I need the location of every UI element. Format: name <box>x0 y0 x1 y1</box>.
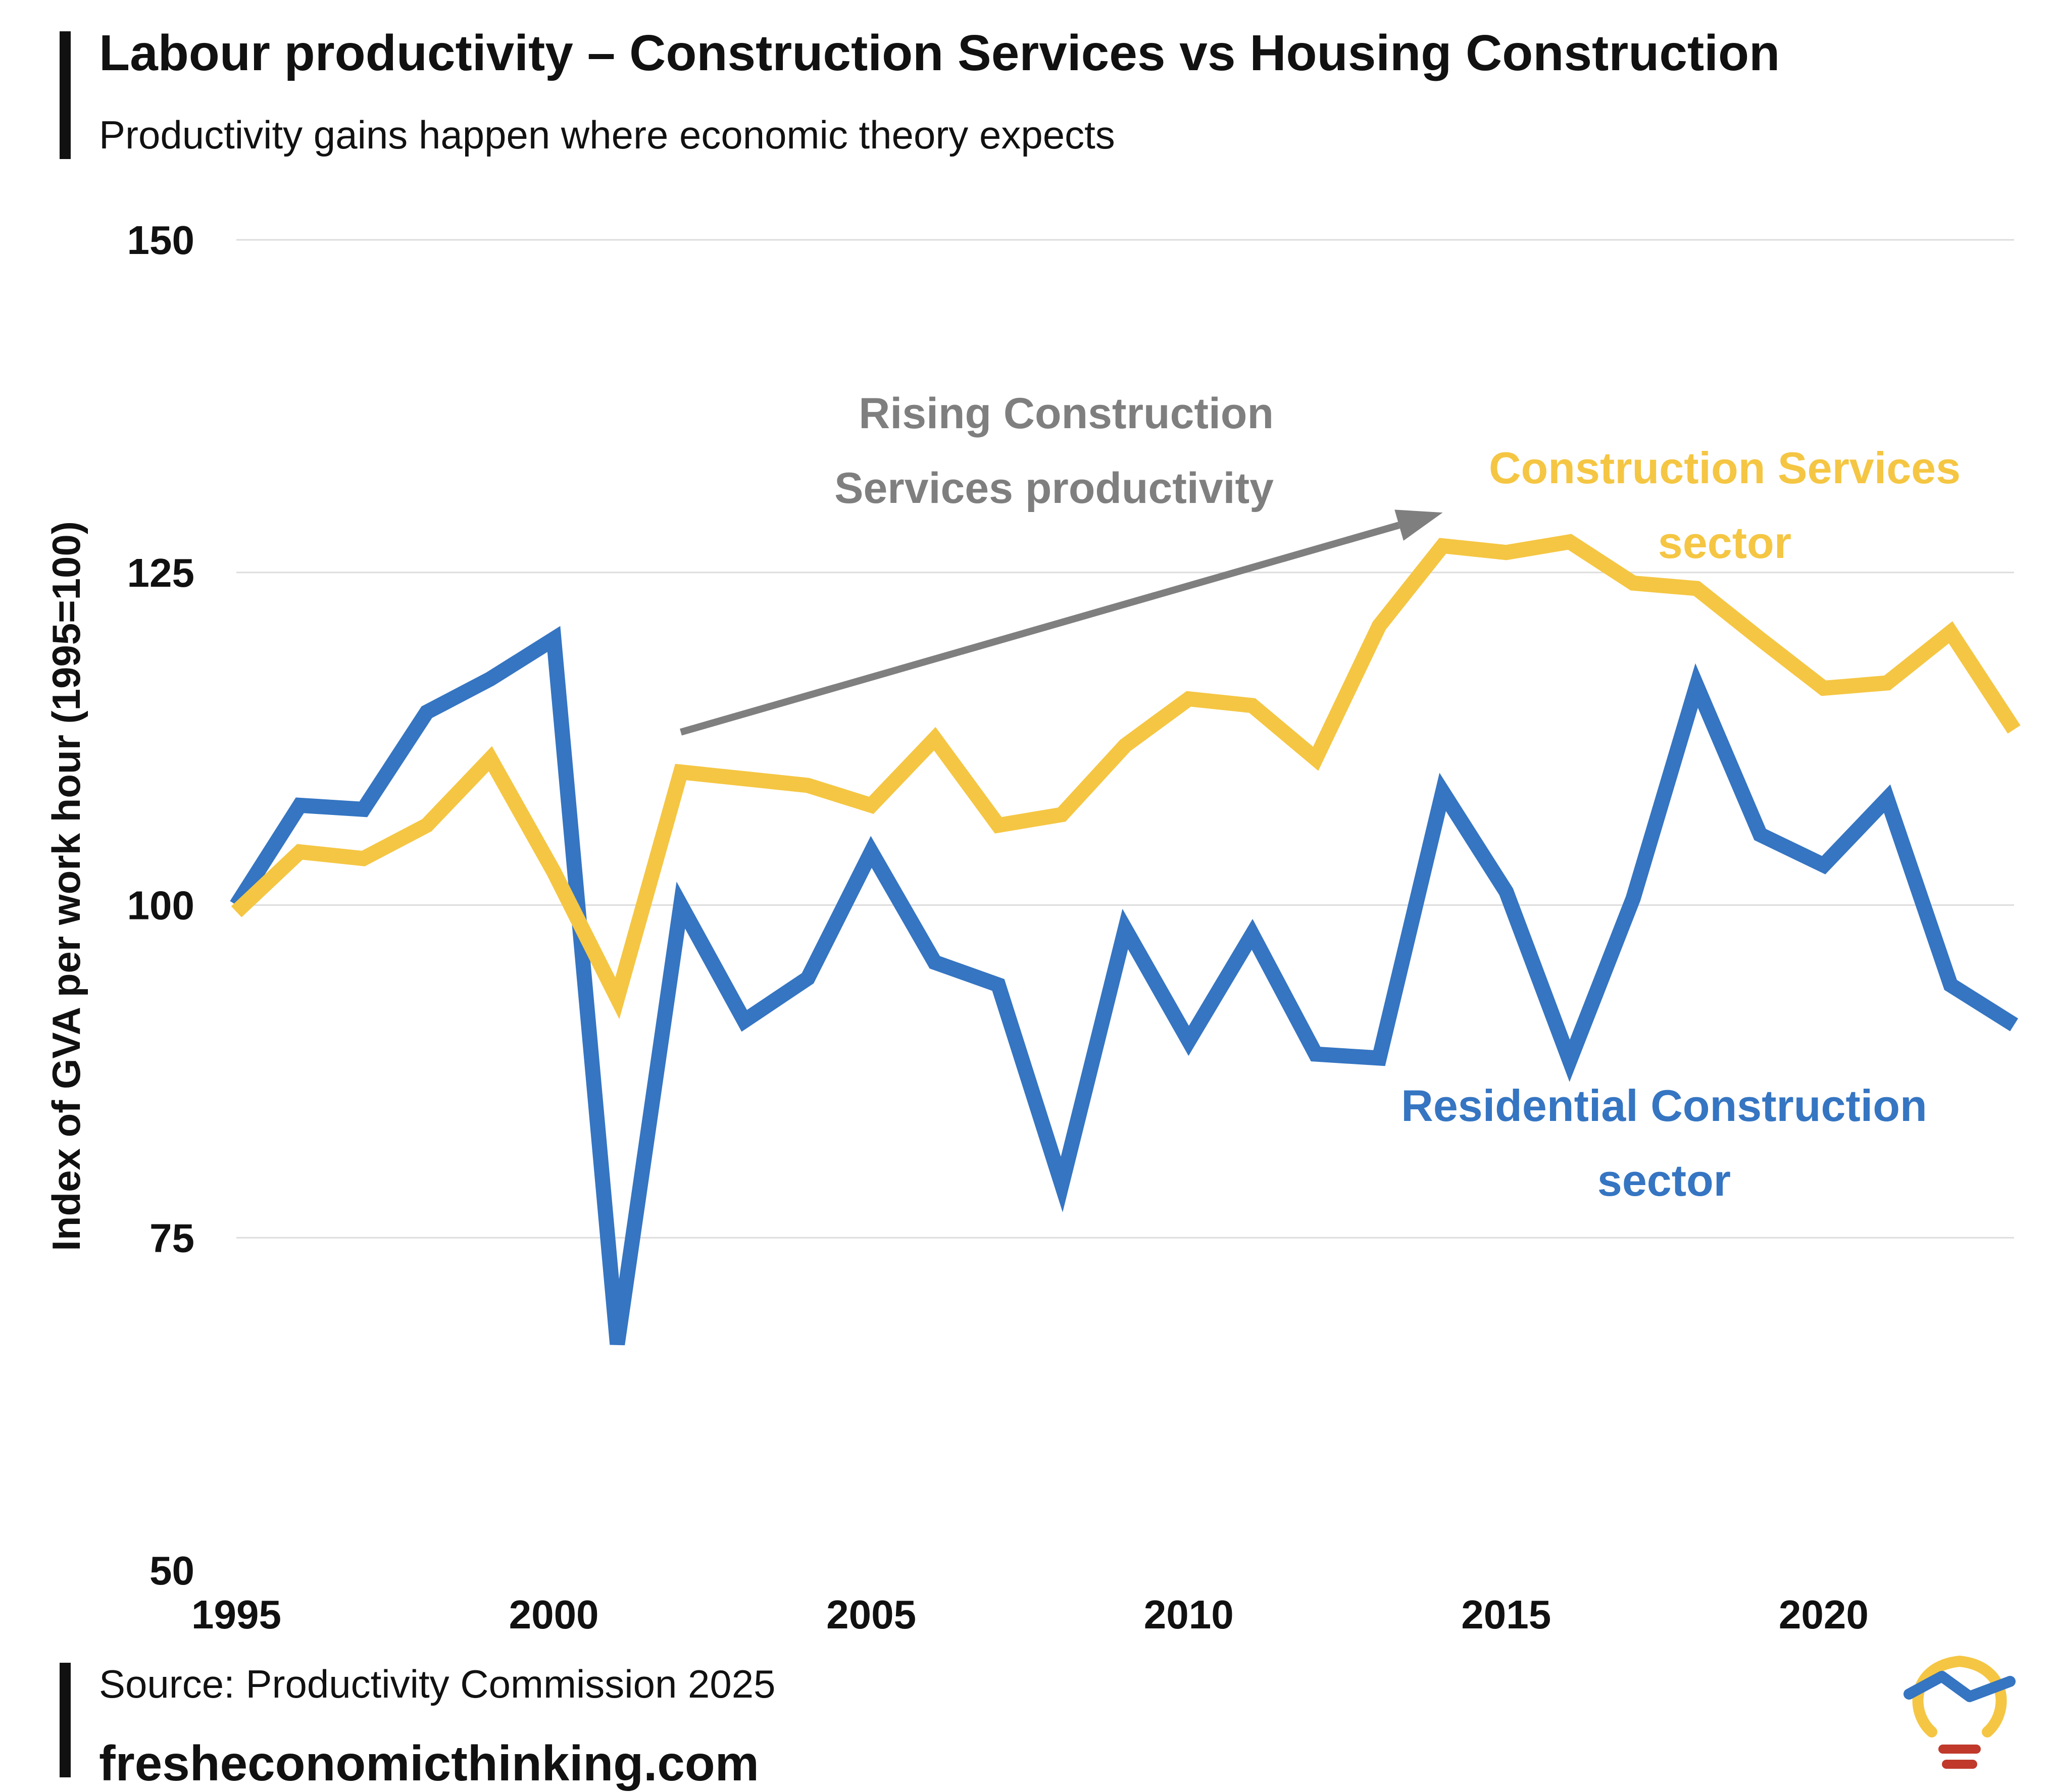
series-lines <box>230 534 2021 1346</box>
series-labels: Construction Services sector Residential C… <box>1401 443 1961 1205</box>
logo-base <box>1938 1745 1981 1754</box>
x-tick-label: 2015 <box>1461 1592 1551 1637</box>
source-note: Source: Productivity Commission 2025 <box>99 1662 776 1706</box>
series-label-construction-services: sector <box>1658 518 1791 568</box>
y-axis-label: Index of GVA per work hour (1995=100) <box>44 521 88 1251</box>
logo-bulb-outline <box>1912 1655 2007 1737</box>
series-label-construction-services: Construction Services <box>1489 443 1961 493</box>
logo-trend-line <box>1903 1671 2016 1702</box>
y-tick-label: 100 <box>127 883 194 928</box>
chart-title: Labour productivity – Construction Servi… <box>99 25 1780 81</box>
annotation-arrow-shaft <box>680 522 1400 736</box>
series-label-residential-construction: sector <box>1597 1155 1731 1205</box>
x-tick-label: 2000 <box>509 1592 599 1637</box>
source-accent-bar <box>60 1663 71 1777</box>
chart-subtitle: Productivity gains happen where economic… <box>99 113 1115 157</box>
title-accent-bar <box>60 31 71 159</box>
x-tick-label: 2020 <box>1779 1592 1869 1637</box>
x-tick-label: 2005 <box>826 1592 916 1637</box>
y-axis-ticks: 50 75 100 125 150 <box>127 218 194 1593</box>
annotation-text: Services productivity <box>834 464 1274 513</box>
x-axis-ticks: 1995 2000 2005 2010 2015 2020 <box>191 1592 1869 1637</box>
logo-base <box>1942 1760 1977 1769</box>
annotations: Rising Construction Services productivity <box>680 389 1443 736</box>
lightbulb-logo-icon <box>1903 1655 2016 1769</box>
annotation-text: Rising Construction <box>859 389 1274 438</box>
website-link[interactable]: fresheconomicthinking.com <box>99 1735 759 1791</box>
y-tick-label: 125 <box>127 550 194 595</box>
y-tick-label: 50 <box>149 1548 194 1593</box>
x-tick-label: 2010 <box>1144 1592 1234 1637</box>
y-tick-label: 75 <box>149 1215 194 1260</box>
gridlines <box>236 239 2014 1239</box>
y-tick-label: 150 <box>127 218 194 263</box>
annotation-arrow-head <box>1394 509 1443 541</box>
series-line-residential-construction <box>230 626 2018 1346</box>
series-line-construction-services <box>231 534 2021 1019</box>
series-label-residential-construction: Residential Construction <box>1401 1081 1927 1131</box>
x-tick-label: 1995 <box>191 1592 281 1637</box>
